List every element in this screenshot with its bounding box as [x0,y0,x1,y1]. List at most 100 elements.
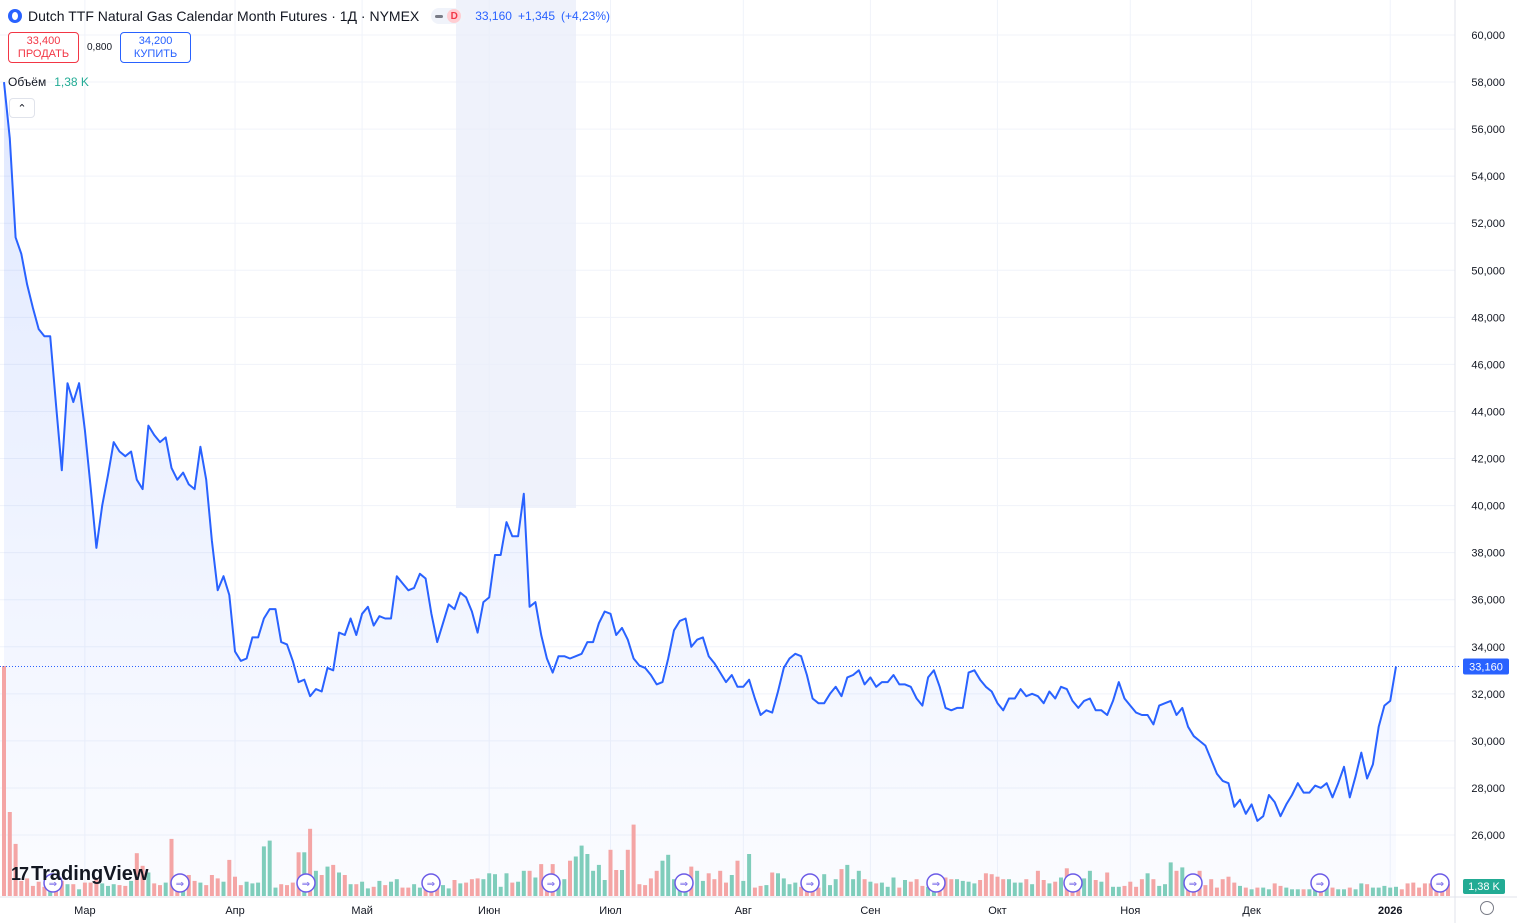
symbol-title[interactable]: Dutch TTF Natural Gas Calendar Month Fut… [28,8,420,24]
x-tick-label: Ноя [1120,905,1140,917]
volume-bar [747,854,752,896]
volume-bar [908,881,913,896]
y-tick-label: 30,000 [1471,736,1505,748]
volume-bar [845,864,850,896]
volume-bar [481,879,486,896]
volume-bar [1243,887,1248,896]
volume-bar [106,885,110,896]
sell-button[interactable]: 33,400 ПРОДАТЬ [8,32,79,63]
volume-bar [1376,887,1381,896]
volume-bar [94,878,99,896]
volume-bar [1122,885,1127,896]
last-price-label: 33,160 [1469,662,1503,674]
volume-bar [1128,881,1133,896]
y-tick-label: 46,000 [1471,359,1505,371]
volume-bar [1134,886,1139,896]
volume-bar [839,869,844,896]
volume-bar [65,884,70,896]
volume-bar [441,885,445,896]
event-marker-icon [1430,873,1450,893]
symbol-icon[interactable] [8,9,22,23]
volume-bar [1261,887,1266,896]
volume-bar [1163,884,1167,896]
volume-bar [637,884,642,896]
volume-bar [856,870,861,896]
volume-bar [158,885,162,896]
volume-bar [828,885,832,896]
volume-bar [296,852,301,896]
volume-bar [1082,878,1087,896]
volume-bar [30,885,35,896]
volume-bar [412,884,417,896]
volume-bar [862,879,867,896]
volume-bar [920,885,925,896]
volume-bar [562,879,567,896]
volume-bar [1284,887,1289,896]
volume-bar [1365,884,1370,896]
volume-bar [579,845,584,896]
volume-bar [42,886,47,896]
volume-bar [1093,880,1098,896]
volume-bar [666,854,671,896]
status-pill[interactable]: D [431,8,466,24]
event-arrow: ⇒ [547,879,555,890]
y-tick-label: 26,000 [1471,830,1505,842]
volume-bar [1168,862,1173,896]
volume-bar [273,887,278,896]
x-tick-label: Апр [225,905,244,917]
volume-bar [521,870,526,896]
event-marker-icon [541,873,561,893]
volume-bar [700,880,705,896]
event-marker-icon [170,873,190,893]
chevron-up-icon: ⌃ [17,102,27,115]
x-tick-label: Май [351,905,373,917]
volume-bar [458,883,463,896]
volume-bar [233,876,237,896]
tradingview-logo[interactable]: 17 TradingView [11,863,148,886]
volume-bar [285,885,289,896]
y-tick-label: 28,000 [1471,783,1505,795]
event-marker-icon [43,873,63,893]
volume-bar [400,887,405,896]
buy-button[interactable]: 34,200 КУПИТЬ [120,32,192,63]
highlight-band [456,0,576,508]
volume-bar [1105,872,1110,896]
volume-bar [394,879,399,896]
volume-bar [169,838,174,896]
volume-bar [787,884,792,896]
event-marker-icon [674,873,694,893]
volume-bar [354,884,359,896]
volume-bar [1047,883,1052,896]
volume-bar [764,885,769,896]
volume-bar [36,881,41,896]
volume-bar [897,887,902,896]
volume-bar [833,879,838,896]
volume-bar [152,883,157,896]
volume-bar [608,849,613,896]
sell-price: 33,400 [26,34,61,47]
volume-bar [1272,883,1277,896]
volume-bar [1232,882,1237,896]
volume-bar [573,856,578,896]
volume-bar [1422,883,1427,896]
collapse-legend-button[interactable]: ⌃ [9,98,35,118]
event-marker-icon [1063,873,1083,893]
y-tick-label: 58,000 [1471,77,1505,89]
x-tick-label: Июл [599,905,621,917]
volume-badge-label: 1,38 K [1468,881,1500,893]
volume-legend[interactable]: Объём 1,38 K [8,75,89,89]
volume-bar [123,885,128,896]
volume-bar [516,881,521,896]
volume-bar [267,840,272,896]
y-tick-label: 38,000 [1471,548,1505,560]
volume-bar [1157,885,1162,896]
event-arrow: ⇒ [1316,879,1324,890]
event-marker-icon [1183,873,1203,893]
volume-bar [71,884,76,896]
trade-panel: 33,400 ПРОДАТЬ 0,800 34,200 КУПИТЬ [8,32,192,63]
volume-bar [487,873,492,896]
x-tick-label: Авг [735,905,752,917]
settings-icon[interactable] [1480,901,1494,915]
volume-bar [556,882,561,896]
